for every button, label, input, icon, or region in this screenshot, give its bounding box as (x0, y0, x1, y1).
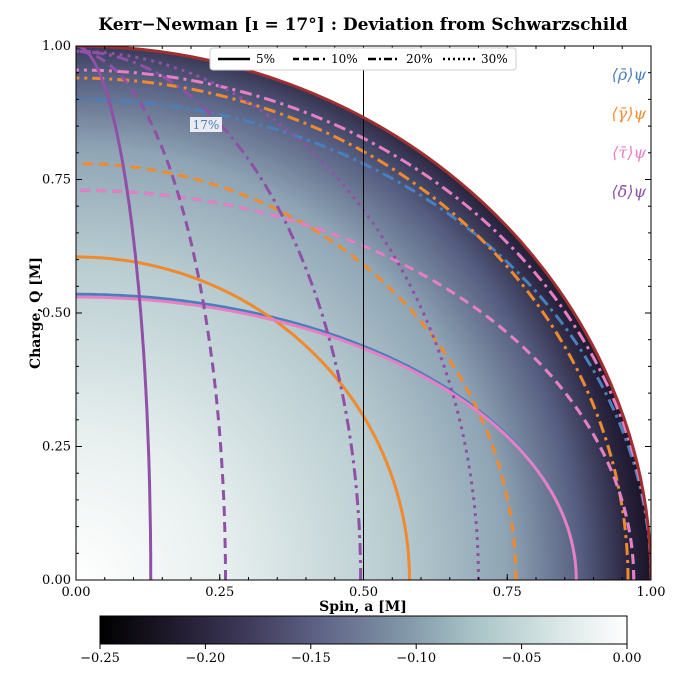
colorbar-tick-label: −0.20 (185, 651, 225, 666)
colorbar-tick-label: −0.10 (396, 651, 436, 666)
colorbar-tick-label: −0.25 (80, 651, 120, 666)
x-tick-label: 1.00 (637, 585, 666, 600)
contour-delta-10pct (76, 49, 227, 580)
contour-gamma-5pct (76, 255, 411, 580)
contour-label-text: 17% (193, 118, 220, 132)
contour-delta-20pct (76, 49, 363, 580)
quantity-legend: ⟨ρ̄⟩ψ ⟨γ̄⟩ψ ⟨τ̄⟩ψ ⟨δ̄⟩ψ (611, 65, 646, 201)
y-axis-label: Charge, Q [M] (28, 257, 44, 369)
x-tick-label: 0.50 (349, 585, 378, 600)
legend-box (209, 47, 517, 71)
colorbar-tick-label: −0.05 (502, 651, 542, 666)
x-tick-label: 0.25 (205, 585, 234, 600)
legend-quantity-tau: ⟨τ̄⟩ψ (612, 143, 646, 162)
contour-rho-20pct (76, 97, 651, 580)
line-style-legend: 5% 10% 20% 30% (209, 47, 517, 71)
contour-gamma-20pct (76, 76, 630, 580)
chart-title: Kerr−Newman [ı = 17°] : Deviation from S… (98, 15, 627, 35)
y-tick-label: 0.50 (42, 306, 71, 321)
legend-quantity-delta: ⟨δ̄⟩ψ (611, 182, 646, 201)
x-axis-label: Spin, a [M] (319, 599, 407, 615)
contour-tau-20pct (76, 68, 651, 580)
legend-label: 10% (331, 52, 358, 66)
y-tick-label: 0.00 (42, 573, 71, 588)
y-tick-label: 0.25 (42, 440, 71, 455)
legend-label: 20% (406, 52, 433, 66)
contour-tau-10pct (76, 188, 636, 580)
legend-quantity-gamma: ⟨γ̄⟩ψ (611, 104, 646, 123)
contour-delta-30pct (76, 49, 480, 580)
contour-delta-5pct (76, 46, 153, 580)
y-tick-label: 1.00 (42, 39, 71, 54)
colorbar-tick-label: −0.15 (291, 651, 331, 666)
contour-label-17: 17% (190, 117, 222, 132)
colorbar (99, 615, 628, 645)
y-tick-label: 0.75 (42, 173, 71, 188)
colorbar-tick-label: 0.00 (613, 651, 642, 666)
x-tick-label: 0.75 (493, 585, 522, 600)
contour-tau-5pct (76, 295, 578, 580)
legend-label: 5% (256, 52, 275, 66)
legend-label: 30% (481, 52, 508, 66)
legend-quantity-rho: ⟨ρ̄⟩ψ (612, 65, 647, 84)
x-tick-label: 0.00 (62, 585, 91, 600)
